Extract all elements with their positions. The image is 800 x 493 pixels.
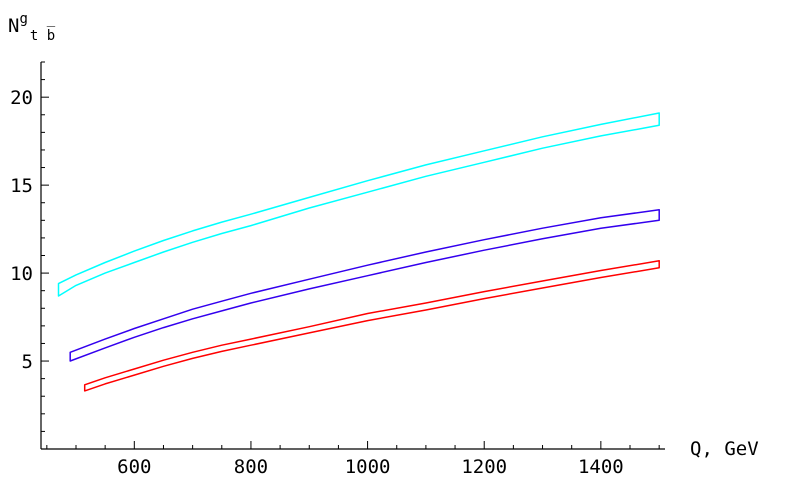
y-tick-label: 5 — [22, 351, 33, 373]
x-ticks: 600 800 1000 1200 1400 — [46, 441, 660, 478]
x-axis-title: Q, GeV — [690, 438, 759, 460]
series-band-3 — [83, 260, 660, 392]
x-tick-label: 1400 — [578, 456, 624, 478]
series-band-2 — [69, 209, 660, 362]
y-axis-title-main: N — [8, 15, 19, 37]
x-tick-label: 600 — [117, 456, 151, 478]
y-axis-title-subscript: t b̅ — [30, 26, 56, 44]
y-axis-title-superscript: g — [19, 11, 27, 27]
axes: 600 800 1000 1200 1400 5 10 15 20 — [10, 61, 665, 478]
series-band-1 — [57, 112, 660, 297]
series-bands — [57, 112, 660, 392]
x-tick-label: 1000 — [345, 456, 391, 478]
y-tick-label: 15 — [10, 175, 33, 197]
y-tick-label: 10 — [10, 263, 33, 285]
y-ticks: 5 10 15 20 — [10, 61, 49, 450]
y-tick-label: 20 — [10, 87, 33, 109]
x-tick-label: 800 — [234, 456, 268, 478]
x-tick-label: 1200 — [461, 456, 507, 478]
y-axis-title: Ngt b̅ — [8, 11, 56, 44]
